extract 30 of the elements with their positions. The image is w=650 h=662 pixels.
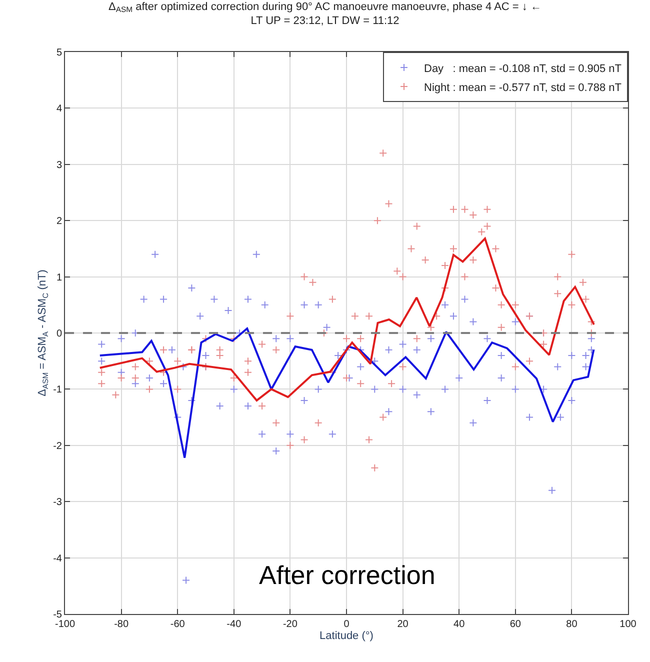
x-tick-label: 100 — [620, 619, 637, 630]
line-series — [98, 328, 595, 459]
legend-label: Night : mean = -0.577 nT, std = 0.788 nT — [424, 82, 622, 94]
y-tick-label: 2 — [56, 216, 62, 228]
y-tick-label: 3 — [56, 160, 62, 171]
x-tick-label: 40 — [454, 619, 466, 630]
x-tick-label: 0 — [344, 619, 350, 630]
y-tick-label: -2 — [53, 440, 62, 452]
y-tick-label: 1 — [56, 272, 62, 284]
x-tick-label: 20 — [397, 619, 409, 630]
x-tick-label: -100 — [54, 619, 76, 630]
x-tick-label: 60 — [510, 619, 522, 630]
x-tick-label: -40 — [226, 619, 242, 630]
y-tick-label: -4 — [53, 553, 62, 564]
line-series — [98, 238, 595, 402]
y-tick-label: 0 — [56, 328, 62, 340]
y-tick-label: 4 — [56, 104, 62, 115]
y-tick-label: 5 — [56, 48, 62, 58]
x-axis-title: Latitude (°) — [320, 630, 374, 642]
x-tick-label: -80 — [114, 619, 129, 630]
chart-subtitle: LT UP = 23:12, LT DW = 11:12 — [250, 15, 400, 28]
y-tick-label: -5 — [53, 610, 62, 620]
y-tick-label: -1 — [53, 384, 62, 396]
chart-title: Δ$_{ASM}$ after optimized correction during 90° AC manoeuvre manoeuvre, phase 4 AC = ↓ ← — [108, 0, 542, 14]
y-tick-label: -3 — [53, 497, 62, 508]
annotation: After correction — [259, 560, 436, 590]
x-tick-label: -60 — [170, 619, 186, 630]
x-tick-label: -20 — [282, 619, 298, 630]
legend-label: Day : mean = -0.108 nT, std = 0.905 nT — [424, 62, 622, 75]
x-tick-label: 80 — [566, 619, 578, 630]
